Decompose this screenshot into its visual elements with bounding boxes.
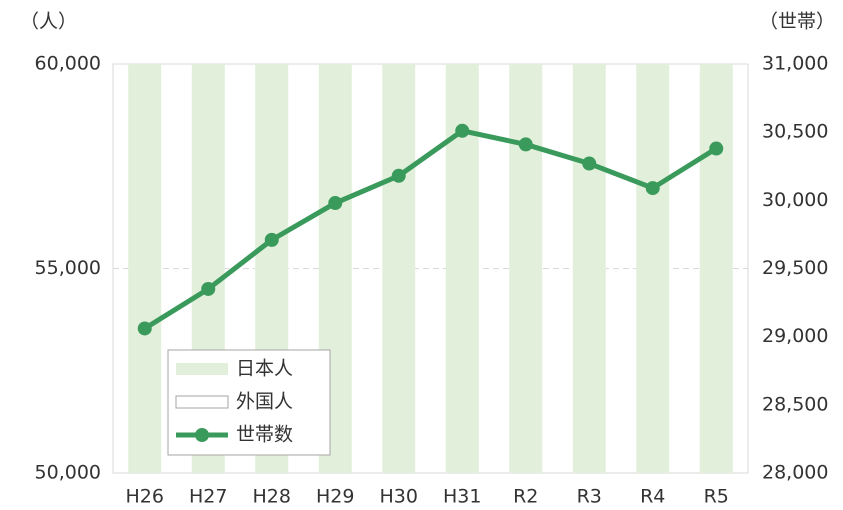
x-tick-label: H30 [380,486,418,508]
line [143,128,718,331]
line-marker [328,196,343,211]
y2-tick-label: 30,000 [762,189,828,211]
line-marker [201,281,216,296]
y2-axis-label: （世帯） [759,11,835,33]
y-tick-label: 60,000 [35,53,101,75]
line-marker [709,141,724,156]
x-tick-label: H28 [253,486,291,508]
bar [382,64,416,473]
y2-tick-label: 28,000 [762,462,828,484]
y2-tick-label: 30,500 [762,121,828,143]
legend-label: 世帯数 [236,424,293,446]
line-marker [518,137,533,152]
x-tick-label: R2 [513,486,538,508]
bar [699,64,733,473]
y2-tick-label: 28,500 [762,393,828,415]
bar [509,64,543,473]
line-marker [645,181,660,196]
legend-swatch [175,395,229,409]
y-tick-label: 55,000 [35,257,101,279]
y-axis-label: （人） [20,11,77,33]
y2-tick-label: 31,000 [762,53,828,75]
legend-swatch [195,428,209,442]
x-tick-label: R3 [577,486,602,508]
x-tick-label: H31 [443,486,481,508]
y2-tick-label: 29,500 [762,257,828,279]
x-tick-label: H27 [189,486,227,508]
x-tick-label: R5 [704,486,729,508]
bar [128,64,162,473]
line-marker [264,232,279,247]
y-tick-label: 50,000 [35,462,101,484]
x-tick-label: H26 [126,486,164,508]
x-tick-label: H29 [316,486,354,508]
legend-label: 外国人 [236,391,293,413]
x-tick-label: R4 [640,486,665,508]
line-marker [137,321,152,336]
line-marker [582,156,597,171]
bar [636,64,670,473]
y2-tick-label: 29,000 [762,325,828,347]
bar [572,64,606,473]
legend-swatch [176,363,228,375]
line-marker [455,123,470,138]
line-marker [391,168,406,183]
legend-label: 日本人 [236,358,293,380]
